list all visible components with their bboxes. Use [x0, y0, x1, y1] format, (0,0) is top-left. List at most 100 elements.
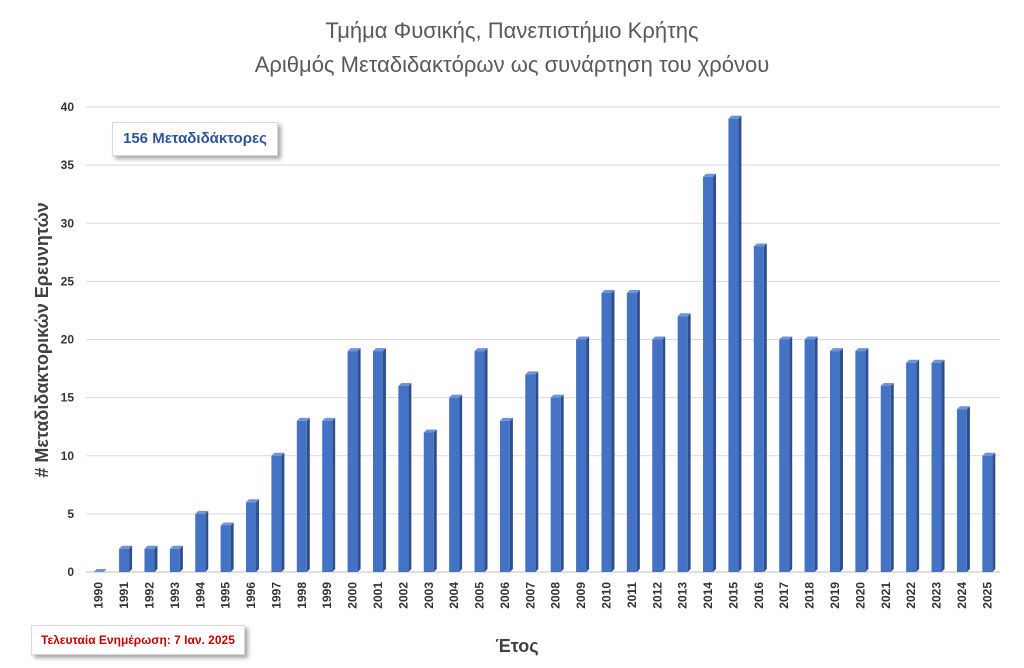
bar-top — [753, 243, 767, 247]
bar-front — [550, 397, 561, 572]
bar-top — [677, 313, 691, 317]
bar-side — [281, 452, 285, 572]
bar — [880, 383, 894, 572]
x-tick-label: 2018 — [803, 582, 817, 609]
bar-front — [169, 548, 180, 572]
bar-front — [880, 386, 891, 572]
bar-front — [829, 351, 840, 572]
bar-front — [398, 386, 409, 572]
bar-side — [205, 510, 209, 572]
bar-front — [423, 432, 434, 572]
bar-top — [119, 545, 133, 549]
bar-side — [586, 336, 590, 572]
y-axis-label: # Μεταδιδακτορικών Ερευνητών — [32, 202, 52, 477]
bar-side — [636, 290, 640, 572]
bar — [576, 336, 590, 572]
bar-side — [941, 359, 945, 572]
bar-front — [626, 293, 637, 572]
y-tick-label: 0 — [67, 565, 74, 579]
x-tick-label: 2007 — [523, 582, 537, 609]
bar-side — [713, 173, 717, 572]
chart-subtitle: Αριθμός Μεταδιδακτόρων ως συνάρτηση του … — [255, 52, 770, 77]
total-postdocs-note: 156 Μεταδιδάκτορες — [112, 122, 278, 156]
bar-top — [982, 452, 996, 456]
bar — [398, 383, 412, 572]
bar — [119, 545, 133, 572]
bar-top — [906, 359, 920, 363]
x-tick-label: 2023 — [930, 582, 944, 609]
bar-front — [119, 548, 130, 572]
bar — [626, 290, 640, 572]
bar-front — [652, 339, 663, 572]
x-tick-label: 2019 — [828, 582, 842, 609]
x-tick-label: 2004 — [447, 582, 461, 609]
x-tick-label: 2000 — [346, 582, 360, 609]
bar-top — [880, 383, 894, 386]
x-tick-label: 2014 — [701, 582, 715, 609]
bar-front — [906, 362, 917, 572]
bar-top — [449, 394, 463, 398]
bar — [93, 569, 107, 572]
bar-top — [626, 290, 640, 293]
y-tick-label: 20 — [61, 333, 75, 347]
bar-side — [992, 452, 996, 572]
bar-side — [662, 336, 666, 572]
bar — [195, 510, 209, 572]
bar-top — [195, 510, 209, 514]
bar-top — [703, 173, 717, 177]
x-tick-label: 1992 — [142, 582, 156, 609]
bar — [982, 452, 996, 572]
bar-side — [535, 371, 539, 572]
bar — [601, 290, 615, 572]
bar — [703, 173, 717, 572]
bar-top — [855, 348, 869, 352]
x-tick-label: 1994 — [193, 582, 207, 609]
bar-front — [703, 176, 714, 572]
bar — [296, 417, 310, 572]
bar-front — [855, 351, 866, 572]
bar-top — [347, 348, 361, 352]
y-tick-label: 15 — [61, 391, 75, 405]
bar-top — [271, 452, 285, 456]
bar-top — [93, 569, 107, 572]
bar-side — [738, 115, 742, 572]
x-tick-label: 2002 — [396, 582, 410, 609]
bar — [322, 417, 336, 572]
bar — [829, 348, 843, 572]
y-tick-label: 10 — [61, 449, 75, 463]
bar-front — [576, 339, 587, 572]
bar-side — [687, 313, 691, 572]
x-tick-label: 2011 — [625, 582, 639, 608]
bar-side — [509, 417, 513, 572]
bar-top — [144, 545, 158, 549]
x-tick-label: 1996 — [244, 582, 258, 609]
bar-front — [804, 339, 815, 572]
x-tick-label: 2006 — [498, 582, 512, 609]
x-tick-label: 2015 — [726, 582, 740, 609]
bar — [956, 406, 970, 572]
x-tick-label: 2003 — [422, 582, 436, 609]
bar-front — [271, 455, 282, 572]
bar-front — [474, 351, 485, 572]
bar-top — [525, 371, 539, 375]
bars — [93, 115, 996, 572]
last-update-text: Τελευταία Ενημέρωση: 7 Ιαν. 2025 — [41, 633, 235, 647]
x-tick-label: 2001 — [371, 582, 385, 609]
x-tick-label: 2010 — [599, 582, 613, 609]
bar-side — [865, 348, 869, 572]
bar-top — [829, 348, 843, 352]
bar-side — [763, 243, 767, 572]
bar-front — [601, 293, 612, 572]
bar-top — [779, 336, 793, 340]
bar-top — [956, 406, 970, 410]
bar-top — [550, 394, 564, 398]
x-tick-label: 2022 — [904, 582, 918, 609]
bar-top — [246, 499, 260, 503]
bar — [906, 359, 920, 572]
bar-side — [611, 290, 615, 572]
bar-side — [382, 348, 386, 572]
bar-front — [753, 246, 764, 572]
y-axis-ticks: 0 5 10 15 20 25 30 35 40 — [61, 100, 75, 579]
bar — [372, 348, 386, 572]
